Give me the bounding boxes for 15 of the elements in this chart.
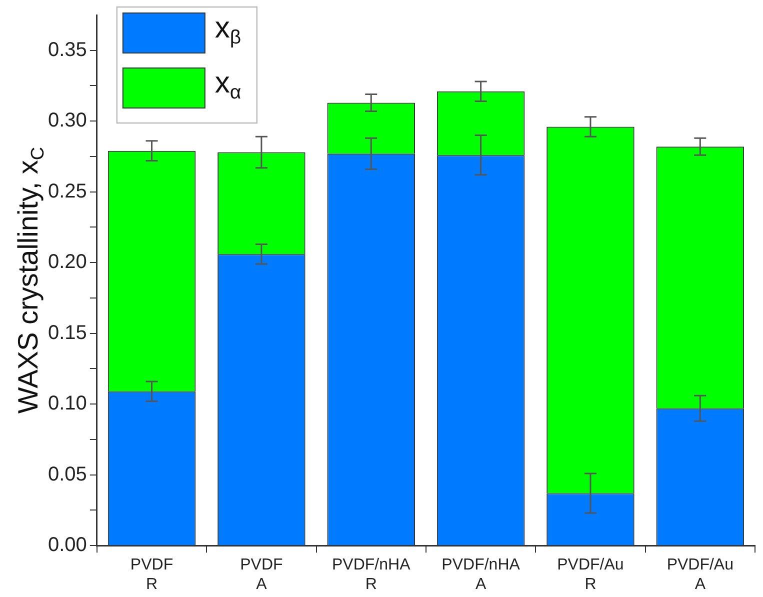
x-tick-label: PVDF/Au R [557,556,624,593]
y-axis-title: WAXS crystallinity, xC [12,146,48,414]
x-tick-label: PVDF/nHA R [332,556,411,593]
y-tick-label: 0.00 [48,534,87,556]
y-tick-label: 0.30 [48,110,87,132]
y-tick-label: 0.10 [48,392,87,415]
x-tick-label: PVDF/Au A [666,556,734,593]
y-tick-label: 0.25 [48,180,87,202]
y-tick-label: 0.15 [48,322,87,344]
x-tick-label: PVDF R [130,556,174,593]
y-tick-label: 0.20 [48,251,87,274]
x-tick-label: PVDF A [240,556,284,593]
y-tick-label: 0.35 [48,38,87,61]
x-tick-label: PVDF/nHA A [442,556,520,593]
y-tick-label: 0.05 [48,463,87,486]
